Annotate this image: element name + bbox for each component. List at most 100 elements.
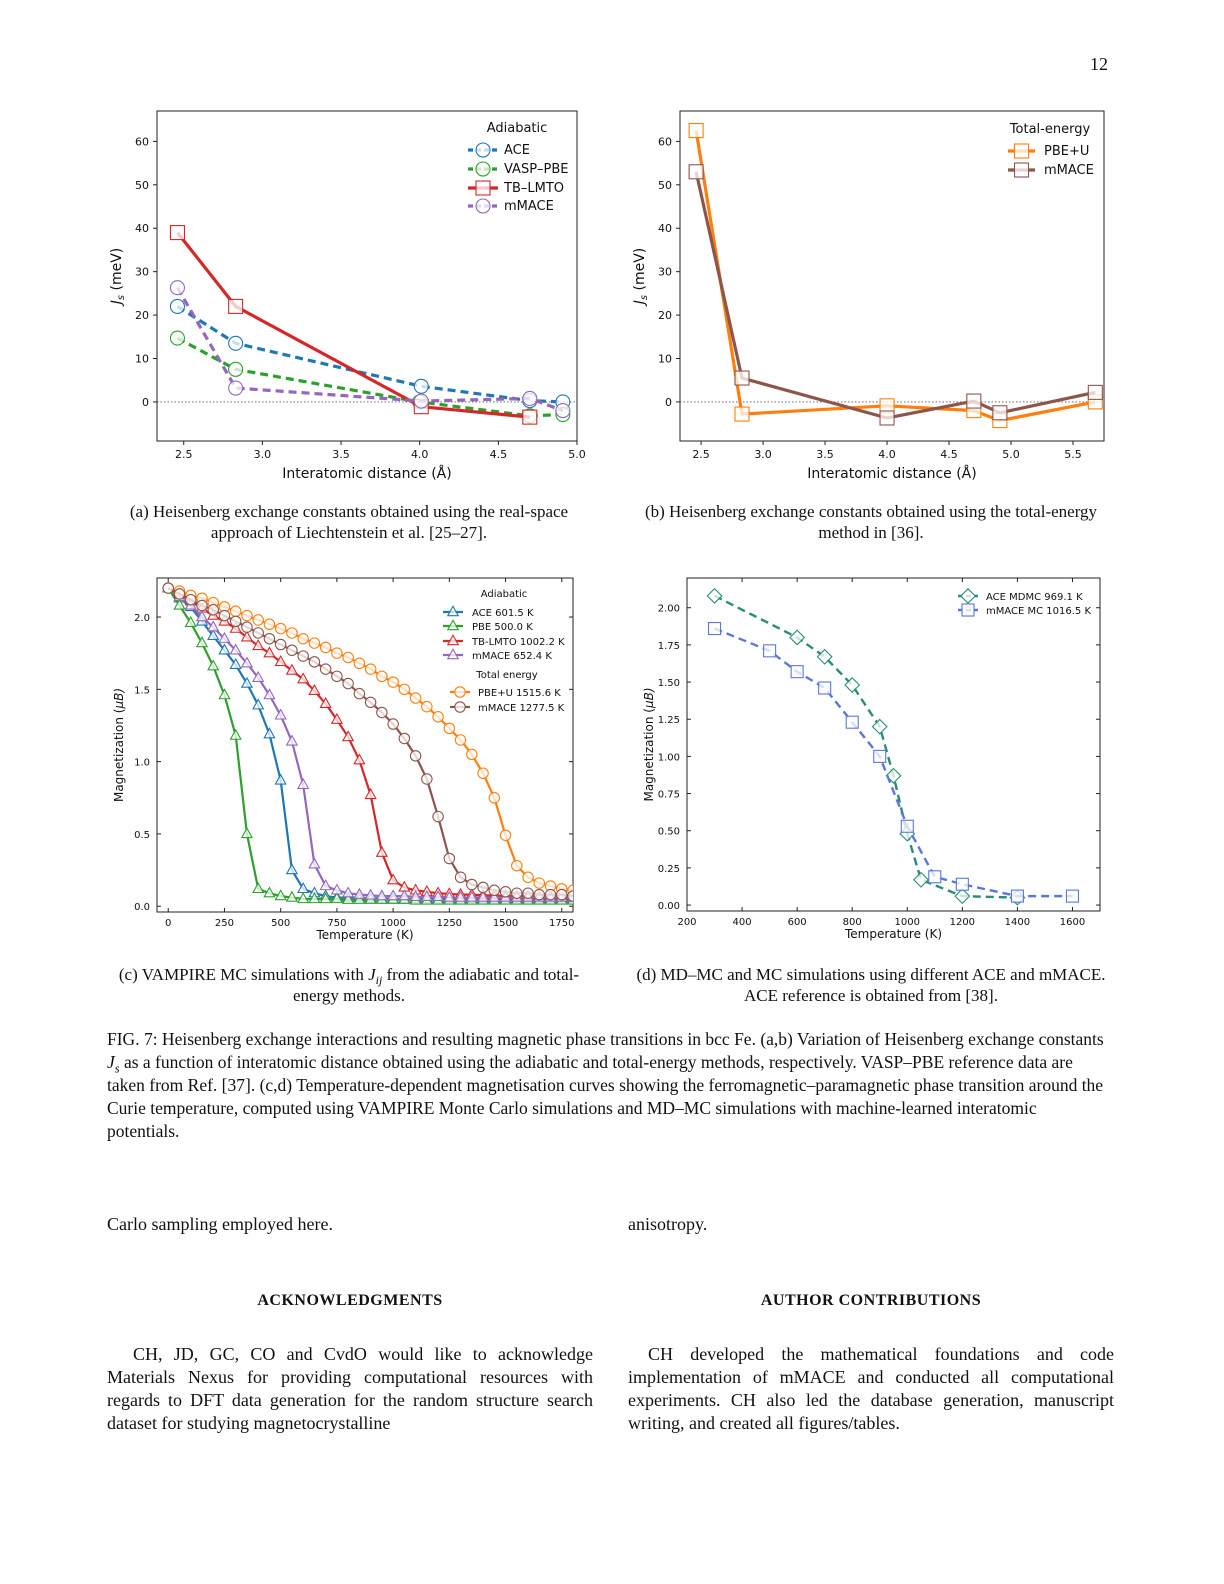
circle-marker <box>443 722 456 735</box>
y-label-unit: μB) <box>112 688 126 710</box>
triangle-marker <box>319 696 332 708</box>
circle-marker <box>454 701 466 713</box>
triangle-marker <box>375 889 388 901</box>
circle-marker <box>353 657 366 670</box>
square-marker <box>992 405 1008 421</box>
x-tick-label: 2.5 <box>692 448 710 461</box>
triangle-marker <box>330 712 344 724</box>
circle-marker <box>364 696 377 709</box>
circle-marker <box>228 335 244 351</box>
square-marker <box>734 406 750 422</box>
triangle-marker <box>229 728 242 740</box>
legend-title: Adiabatic <box>487 121 548 136</box>
circle-marker <box>533 888 546 901</box>
triangle-marker <box>285 663 299 675</box>
circle-marker <box>454 871 467 884</box>
circle-marker <box>184 593 197 606</box>
circle-marker <box>376 670 388 683</box>
triangle-marker <box>443 890 456 902</box>
y-tick-label: 1.25 <box>658 715 680 726</box>
circle-marker <box>488 884 501 897</box>
y-tick-label: 50 <box>135 179 149 192</box>
y-axis-label: Magnetization (μB) <box>112 688 126 802</box>
circle-marker <box>544 888 557 901</box>
legend-label: mMACE <box>1044 163 1094 178</box>
figure-caption-text-end: as a function of interatomic distance ob… <box>107 1052 1104 1141</box>
triangle-marker <box>218 643 231 655</box>
circle-marker <box>387 718 399 730</box>
x-tick-label: 5.0 <box>1002 448 1020 461</box>
square-marker <box>763 644 777 658</box>
triangle-marker <box>446 605 460 617</box>
x-tick-label: 1000 <box>895 917 920 928</box>
legend-label: PBE+U 1515.6 K <box>478 688 561 699</box>
x-tick-label: 250 <box>215 918 234 929</box>
y-tick-label: 1.0 <box>134 758 150 769</box>
triangle-marker <box>446 648 460 660</box>
triangle-marker <box>386 889 400 901</box>
circle-marker <box>342 677 354 690</box>
y-tick-label: 1.5 <box>134 685 150 696</box>
diamond-marker <box>706 587 723 604</box>
square-marker <box>169 225 185 241</box>
square-marker <box>734 370 750 386</box>
circle-marker <box>499 829 512 842</box>
x-axis-label: Interatomic distance (Å) <box>282 465 451 482</box>
x-tick-label: 1200 <box>950 917 975 928</box>
series-line <box>713 594 1018 899</box>
caption-c-text: (c) VAMPIRE MC simulations with <box>118 965 369 984</box>
square-marker <box>1010 889 1024 903</box>
legend-label: mMACE 1277.5 K <box>478 703 565 714</box>
circle-marker <box>555 403 571 419</box>
legend-title: Total energy <box>475 670 537 681</box>
x-tick-label: 4.0 <box>411 448 429 461</box>
y-label-var: J <box>109 300 125 307</box>
x-tick-label: 200 <box>677 917 696 928</box>
y-label-text: Magnetization ( <box>642 708 656 802</box>
circle-marker <box>454 734 467 746</box>
triangle-marker <box>330 892 344 904</box>
legend-label: TB-LMTO 1002.2 K <box>471 637 565 648</box>
square-marker <box>790 665 804 679</box>
circle-marker <box>522 887 534 899</box>
math-sub-s: s <box>114 1061 120 1076</box>
x-tick-label: 1500 <box>493 918 518 929</box>
circle-marker <box>522 390 538 406</box>
x-tick-label: 600 <box>788 917 807 928</box>
triangle-marker <box>184 615 197 628</box>
square-marker <box>955 877 969 891</box>
circle-marker <box>409 750 422 762</box>
y-tick-label: 40 <box>135 222 149 235</box>
y-tick-label: 30 <box>135 266 149 279</box>
x-tick-label: 2.5 <box>175 448 193 461</box>
y-label-text: Magnetization ( <box>112 709 126 803</box>
circle-marker <box>413 393 429 409</box>
circle-marker <box>228 361 244 377</box>
legend-label: ACE MDMC 969.1 K <box>986 592 1083 603</box>
circle-marker <box>274 622 287 635</box>
circle-marker <box>533 877 546 889</box>
triangle-marker <box>173 598 186 610</box>
y-label-sub: s <box>116 295 127 300</box>
circle-marker <box>218 609 231 622</box>
legend-label: mMACE MC 1016.5 K <box>986 606 1091 617</box>
y-label-unit: μB) <box>642 687 656 709</box>
y-tick-label: 40 <box>658 222 672 235</box>
right-column-fragment: anisotropy. <box>628 1214 708 1234</box>
series-line <box>176 231 530 419</box>
y-axis-label: Js (meV) <box>632 248 650 307</box>
triangle-marker <box>207 659 220 671</box>
circle-marker <box>162 582 174 594</box>
diamond-marker <box>871 718 888 735</box>
circle-marker <box>297 650 309 662</box>
triangle-marker <box>285 890 299 902</box>
triangle-marker <box>274 655 287 667</box>
triangle-marker <box>465 890 478 902</box>
circle-marker <box>376 706 388 719</box>
circle-marker <box>263 618 276 631</box>
triangle-marker <box>240 656 254 668</box>
triangle-marker <box>319 879 332 891</box>
diamond-marker <box>844 677 861 694</box>
x-tick-label: 5.0 <box>568 448 585 461</box>
left-column-fragment: Carlo sampling employed here. <box>107 1214 333 1234</box>
